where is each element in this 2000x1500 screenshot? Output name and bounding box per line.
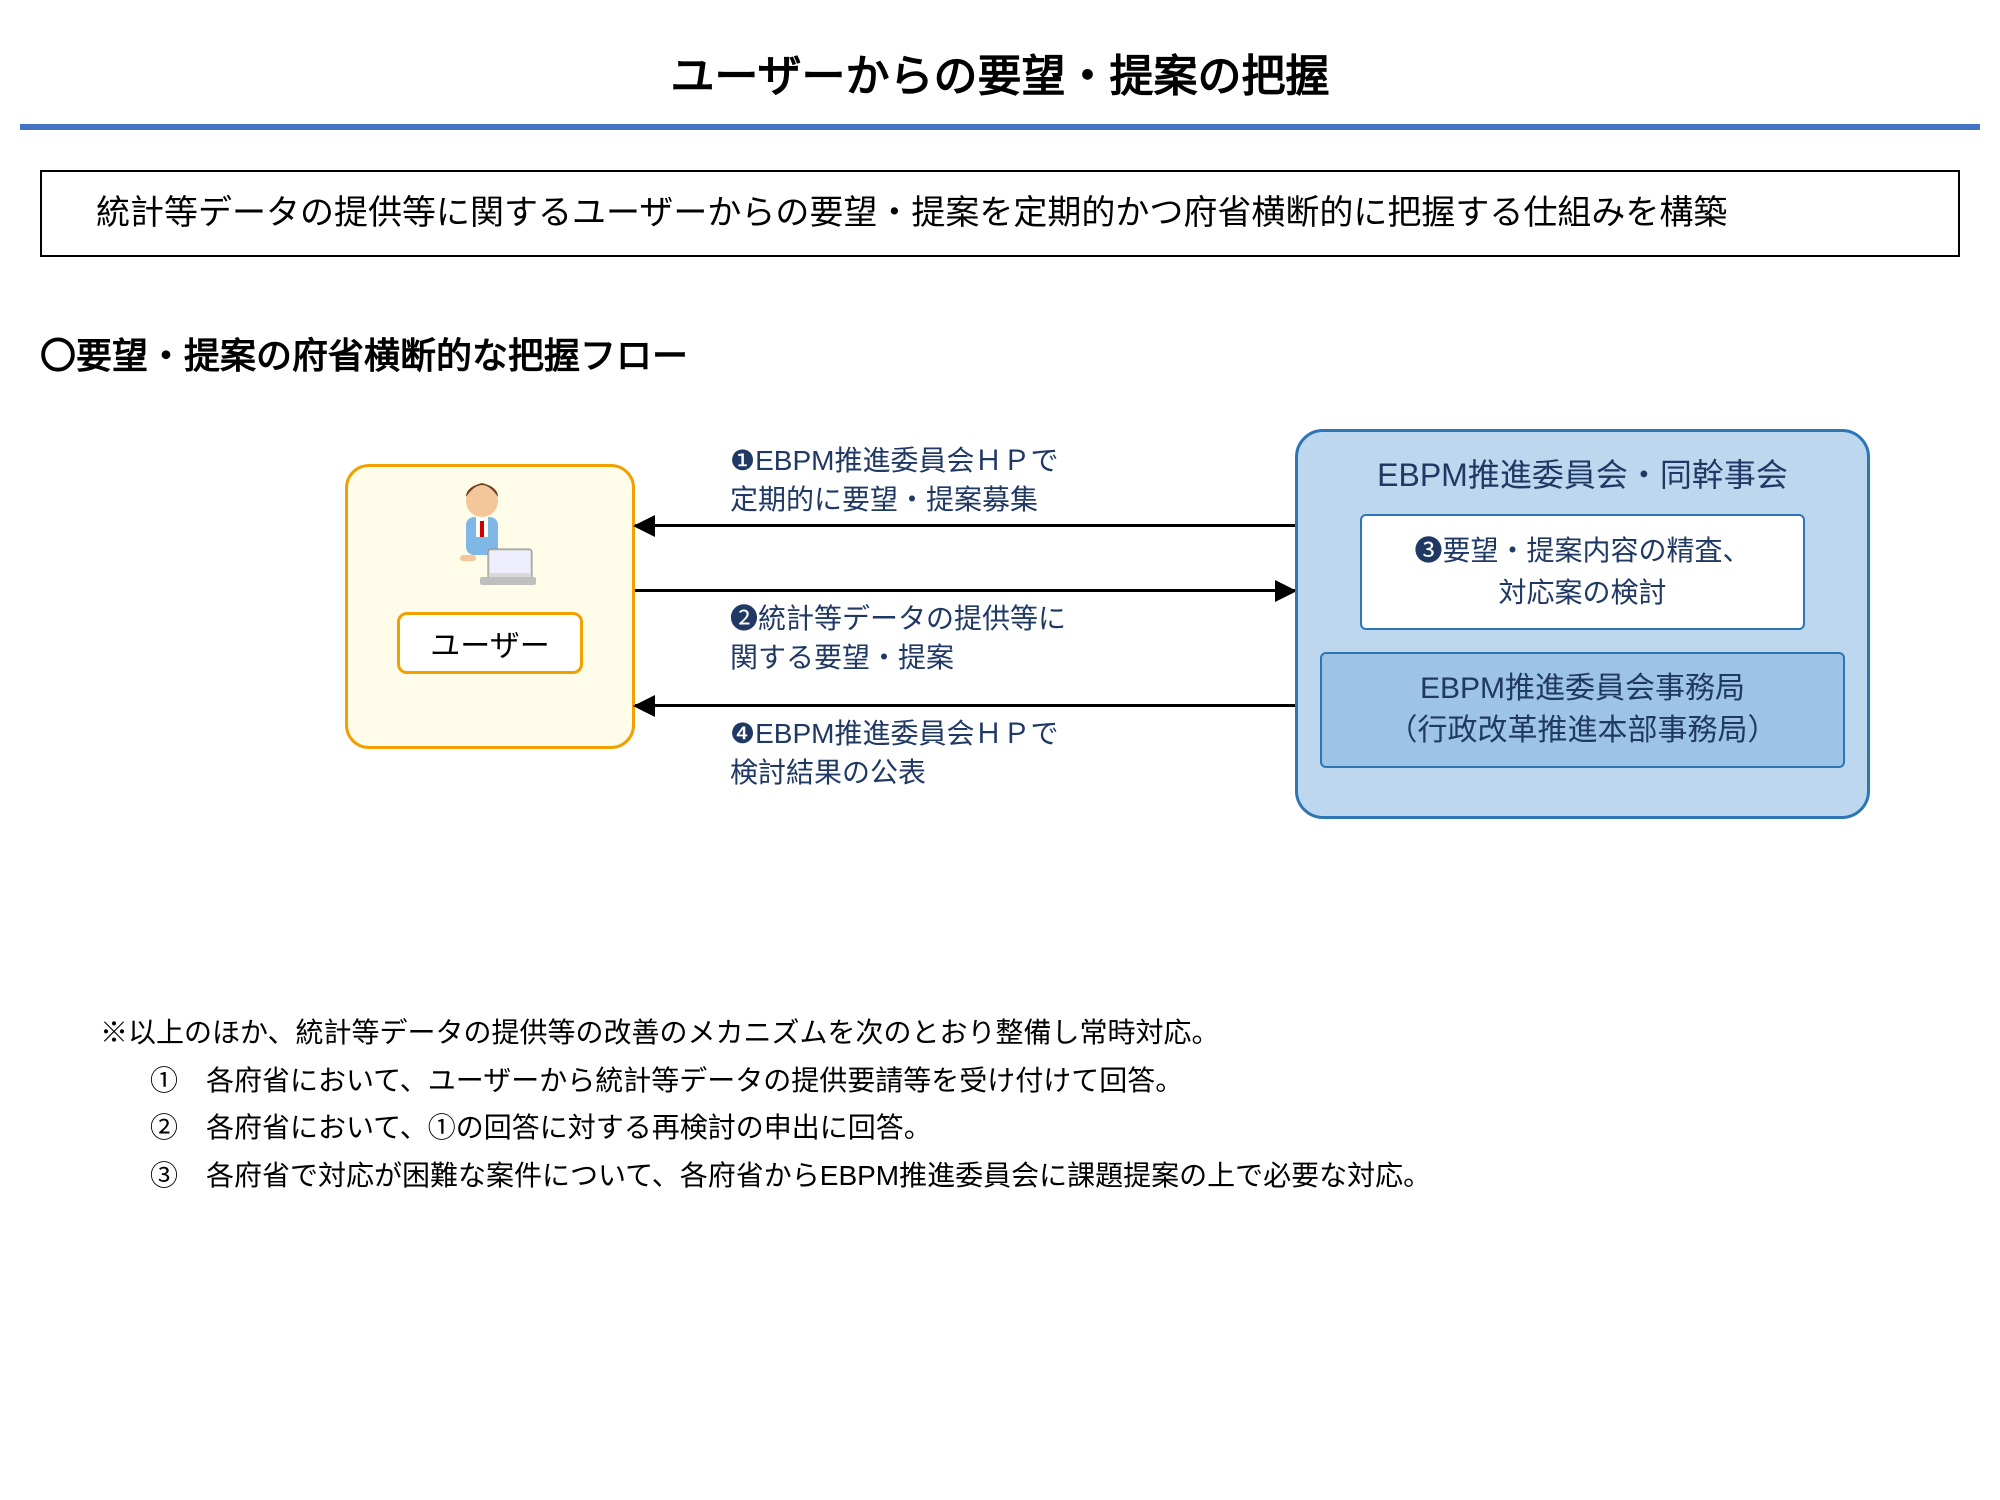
flow-label-2: ❷統計等データの提供等に 関する要望・提案 xyxy=(730,599,1066,677)
section-heading: 〇要望・提案の府省横断的な把握フロー xyxy=(40,327,1960,379)
committee-title: EBPM推進委員会・同幹事会 xyxy=(1320,450,1845,496)
user-at-laptop-icon xyxy=(440,477,540,597)
secretariat-box: EBPM推進委員会事務局 （行政改革推進本部事務局） xyxy=(1320,652,1845,768)
step3-box: ❸要望・提案内容の精査、 対応案の検討 xyxy=(1360,514,1805,630)
committee-node: EBPM推進委員会・同幹事会 ❸要望・提案内容の精査、 対応案の検討 EBPM推… xyxy=(1295,429,1870,819)
flow-diagram: ユーザー ❶EBPM推進委員会ＨＰで 定期的に要望・提案募集 ❷統計等データの提… xyxy=(120,429,1880,889)
flow-label-4: ❹EBPM推進委員会ＨＰで 検討結果の公表 xyxy=(730,714,1058,792)
flow-label-1-line2: 定期的に要望・提案募集 xyxy=(730,484,1038,515)
footnote-item-2: ② 各府省において、①の回答に対する再検討の申出に回答。 xyxy=(100,1104,1900,1152)
footnote-item-3: ③ 各府省で対応が困難な案件について、各府省からEBPM推進委員会に課題提案の上… xyxy=(100,1152,1900,1200)
user-label: ユーザー xyxy=(397,612,582,674)
page-title: ユーザーからの要望・提案の把握 xyxy=(0,0,2000,124)
footnotes: ※以上のほか、統計等データの提供等の改善のメカニズムを次のとおり整備し常時対応。… xyxy=(0,1009,2000,1199)
flow-label-2-line1: ❷統計等データの提供等に xyxy=(730,603,1066,634)
arrow-step1 xyxy=(635,524,1295,527)
step3-line1: ❸要望・提案内容の精査、 xyxy=(1414,535,1750,566)
footnote-item-1: ① 各府省において、ユーザーから統計等データの提供要請等を受け付けて回答。 xyxy=(100,1057,1900,1105)
title-underline xyxy=(20,124,1980,130)
user-node: ユーザー xyxy=(345,464,635,749)
arrow-step2 xyxy=(635,589,1295,592)
description-box: 統計等データの提供等に関するユーザーからの要望・提案を定期的かつ府省横断的に把握… xyxy=(40,170,1960,257)
flow-label-1: ❶EBPM推進委員会ＨＰで 定期的に要望・提案募集 xyxy=(730,441,1058,519)
secretariat-line1: EBPM推進委員会事務局 xyxy=(1420,672,1745,705)
flow-label-1-line1: ❶EBPM推進委員会ＨＰで xyxy=(730,445,1058,476)
flow-label-2-line2: 関する要望・提案 xyxy=(730,642,954,673)
flow-label-4-line1: ❹EBPM推進委員会ＨＰで xyxy=(730,718,1058,749)
secretariat-line2: （行政改革推進本部事務局） xyxy=(1388,714,1778,747)
arrow-step4 xyxy=(635,704,1295,707)
footnote-intro: ※以上のほか、統計等データの提供等の改善のメカニズムを次のとおり整備し常時対応。 xyxy=(100,1009,1900,1057)
step3-line2: 対応案の検討 xyxy=(1498,577,1666,608)
flow-label-4-line2: 検討結果の公表 xyxy=(730,757,926,788)
